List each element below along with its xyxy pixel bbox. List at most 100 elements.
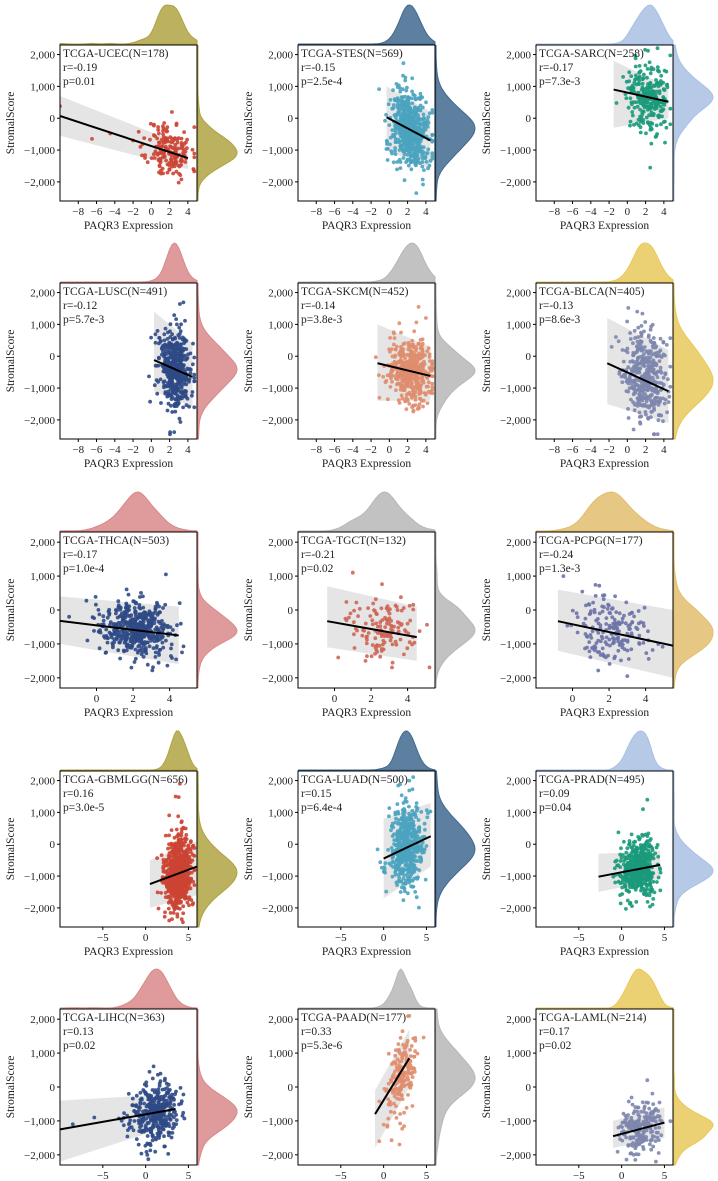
- x-tick-label: 0: [143, 932, 149, 944]
- data-point: [365, 637, 369, 642]
- data-point: [167, 833, 172, 838]
- data-point: [410, 850, 415, 855]
- x-tick-label: 4: [661, 444, 667, 456]
- data-point: [650, 322, 655, 327]
- data-point: [399, 824, 404, 829]
- data-point: [393, 146, 397, 150]
- data-point: [634, 344, 639, 349]
- data-point: [654, 89, 659, 94]
- data-point: [587, 640, 592, 644]
- data-point: [637, 361, 642, 366]
- data-point: [427, 389, 431, 394]
- panel-title: TCGA-THCA(N=503): [63, 535, 169, 547]
- data-point: [649, 121, 653, 125]
- data-point: [131, 599, 136, 604]
- data-point: [390, 642, 395, 647]
- regression-line: [557, 620, 673, 647]
- x-tick-label: 2: [405, 444, 411, 456]
- data-point: [620, 348, 625, 352]
- y-density-curve: [673, 532, 714, 689]
- data-point: [156, 619, 161, 624]
- data-point: [112, 637, 116, 642]
- data-point: [407, 402, 412, 406]
- data-point: [142, 610, 147, 614]
- data-point: [600, 609, 605, 614]
- data-point: [635, 358, 640, 362]
- correlation-r: r=-0.19: [63, 62, 98, 74]
- data-point: [645, 100, 650, 105]
- data-point: [627, 79, 631, 84]
- data-point: [402, 885, 406, 890]
- data-point: [389, 347, 394, 352]
- data-point: [187, 854, 192, 859]
- data-point: [651, 358, 656, 363]
- y-axis-label: StromalScore: [5, 92, 17, 155]
- data-point: [628, 119, 633, 124]
- data-point: [411, 819, 416, 824]
- data-point: [627, 386, 632, 390]
- data-point: [393, 98, 397, 102]
- data-point: [389, 828, 393, 833]
- data-point: [589, 609, 593, 614]
- x-axis-label: PAQR3 Expression: [322, 946, 412, 958]
- data-point: [405, 139, 409, 144]
- data-point: [387, 611, 392, 616]
- data-point: [625, 846, 630, 851]
- y-tick-label: −1,000: [262, 871, 293, 883]
- x-tick-label: 2: [643, 444, 649, 456]
- data-point: [136, 624, 141, 629]
- data-point: [161, 866, 166, 871]
- data-point: [596, 621, 601, 626]
- data-point: [373, 636, 378, 641]
- data-point: [399, 608, 404, 613]
- data-point: [591, 600, 595, 605]
- data-point: [167, 379, 172, 384]
- data-point: [640, 395, 644, 400]
- data-point: [189, 898, 194, 902]
- data-point: [414, 895, 419, 900]
- data-point: [402, 108, 407, 113]
- data-point: [140, 153, 144, 158]
- data-point: [347, 615, 351, 620]
- data-point: [401, 156, 406, 160]
- data-point: [107, 630, 112, 635]
- data-point: [184, 403, 189, 408]
- data-point: [161, 129, 165, 133]
- data-point: [607, 662, 612, 666]
- data-point: [632, 379, 637, 384]
- data-point: [641, 118, 646, 122]
- data-point: [157, 157, 162, 161]
- data-point: [398, 98, 403, 103]
- data-point: [173, 391, 178, 396]
- x-density-curve: [59, 4, 198, 45]
- data-point: [395, 883, 399, 887]
- data-point: [646, 404, 650, 409]
- data-point: [646, 416, 650, 420]
- data-point: [166, 894, 171, 899]
- data-point: [417, 356, 422, 361]
- data-point: [633, 56, 638, 61]
- data-point: [614, 101, 619, 105]
- data-point: [179, 366, 183, 371]
- data-point: [377, 395, 382, 400]
- data-point: [158, 377, 163, 382]
- data-point: [159, 401, 163, 405]
- data-point: [604, 622, 609, 626]
- data-point: [405, 383, 410, 388]
- data-point: [175, 897, 179, 902]
- data-point: [165, 129, 170, 134]
- data-point: [179, 143, 184, 148]
- data-point: [185, 861, 190, 865]
- data-point: [173, 364, 177, 368]
- data-point: [412, 863, 417, 868]
- data-point: [134, 600, 139, 605]
- data-point: [418, 139, 423, 144]
- data-point: [602, 605, 606, 609]
- data-point: [428, 809, 433, 814]
- data-point: [160, 144, 165, 149]
- data-point: [182, 840, 186, 845]
- data-point: [133, 609, 138, 614]
- data-point: [182, 130, 187, 135]
- data-point: [388, 336, 392, 340]
- data-point: [145, 160, 150, 165]
